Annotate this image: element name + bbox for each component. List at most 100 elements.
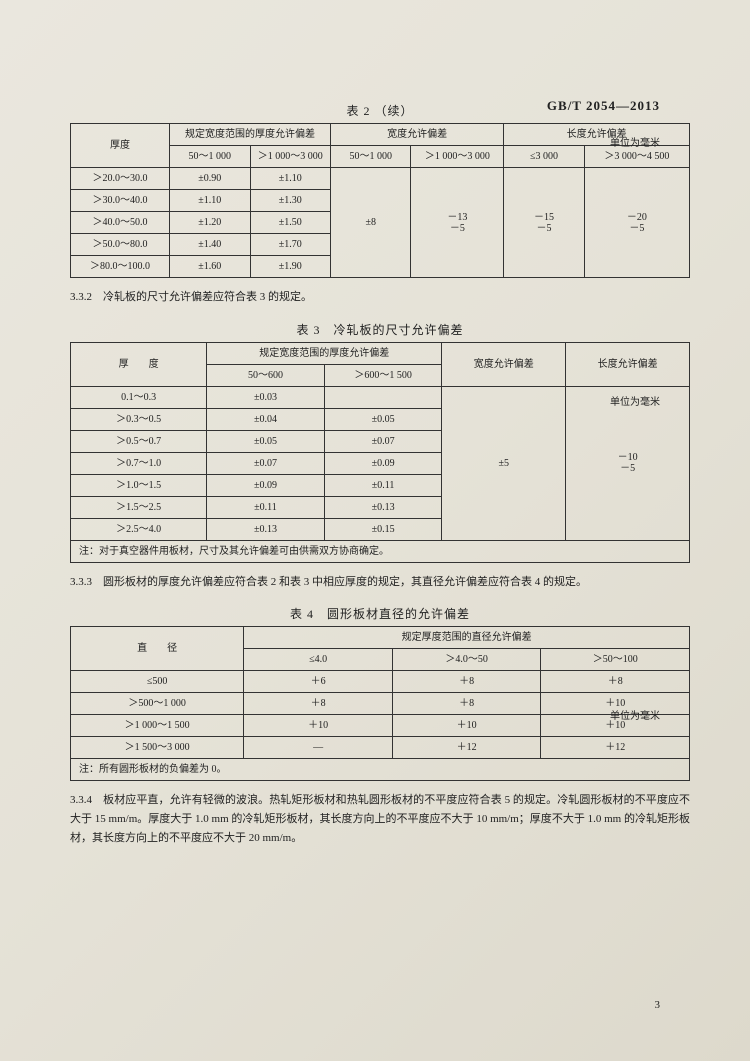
cell: ＋6 bbox=[244, 671, 393, 693]
th-wtol: 宽度允许偏差 bbox=[442, 342, 566, 386]
cell-merged: －20－5 bbox=[584, 168, 689, 278]
unit-label-3: 单位为毫米 bbox=[610, 707, 660, 722]
cell: ＋8 bbox=[392, 671, 541, 693]
cell: 0.1～0.3 bbox=[71, 386, 207, 408]
cell: ＞1.5～2.5 bbox=[71, 496, 207, 518]
table-row: 0.1～0.3 ±0.03 ±5 －10－5 bbox=[71, 386, 690, 408]
cell: ＞40.0～50.0 bbox=[71, 212, 170, 234]
table3-title: 表 3 冷轧板的尺寸允许偏差 bbox=[70, 321, 690, 338]
cell: ＞1.0～1.5 bbox=[71, 474, 207, 496]
cell: ±1.10 bbox=[250, 168, 330, 190]
unit-label-2: 单位为毫米 bbox=[610, 393, 660, 408]
cell: ±0.11 bbox=[324, 474, 442, 496]
table-row: ≤500＋6＋8＋8 bbox=[71, 671, 690, 693]
th-c1: 50～1 000 bbox=[170, 146, 250, 168]
cell: ±0.11 bbox=[207, 496, 325, 518]
cell: ±0.05 bbox=[207, 430, 325, 452]
cell: ＞20.0～30.0 bbox=[71, 168, 170, 190]
cell: ＞500～1 000 bbox=[71, 693, 244, 715]
th-c1: ≤4.0 bbox=[244, 649, 393, 671]
th-ltol: 长度允许偏差 bbox=[566, 342, 690, 386]
cell: ＋8 bbox=[392, 693, 541, 715]
table-row: ＞1 000～1 500＋10＋10＋10 bbox=[71, 715, 690, 737]
table-row: ＞1 500～3 000—＋12＋12 bbox=[71, 737, 690, 759]
th-c3: ＞50～100 bbox=[541, 649, 690, 671]
th-c2: ＞600～1 500 bbox=[324, 364, 442, 386]
cell: ＞50.0～80.0 bbox=[71, 234, 170, 256]
cell-merged: －15－5 bbox=[504, 168, 584, 278]
cell bbox=[324, 386, 442, 408]
th-thickness: 厚 度 bbox=[71, 342, 207, 386]
unit-label-1: 单位为毫米 bbox=[610, 134, 660, 149]
cell: ±1.50 bbox=[250, 212, 330, 234]
cell: ＞0.3～0.5 bbox=[71, 408, 207, 430]
table4: 直 径 规定厚度范围的直径允许偏差 ≤4.0 ＞4.0～50 ＞50～100 ≤… bbox=[70, 626, 690, 781]
cell: ±0.03 bbox=[207, 386, 325, 408]
table3: 厚 度 规定宽度范围的厚度允许偏差 宽度允许偏差 长度允许偏差 50～600 ＞… bbox=[70, 342, 690, 563]
cell: — bbox=[244, 737, 393, 759]
th-ltol: 长度允许偏差 bbox=[504, 124, 690, 146]
th-c2: ＞4.0～50 bbox=[392, 649, 541, 671]
cell-merged: ±5 bbox=[442, 386, 566, 540]
cell: ±0.05 bbox=[324, 408, 442, 430]
para-334: 3.3.4 板材应平直，允许有轻微的波浪。热轧矩形板材和热轧圆形板材的不平度应符… bbox=[70, 791, 690, 847]
cell: ±0.90 bbox=[170, 168, 250, 190]
cell: ＞30.0～40.0 bbox=[71, 190, 170, 212]
th-c3: 50～1 000 bbox=[330, 146, 410, 168]
cell: ＞1 500～3 000 bbox=[71, 737, 244, 759]
cell: ±1.90 bbox=[250, 256, 330, 278]
table4-title: 表 4 圆形板材直径的允许偏差 bbox=[70, 605, 690, 622]
page-number: 3 bbox=[655, 999, 661, 1011]
cell: ＋12 bbox=[392, 737, 541, 759]
th-wtol: 宽度允许偏差 bbox=[330, 124, 503, 146]
cell: ±0.07 bbox=[207, 452, 325, 474]
th-ttol: 规定宽度范围的厚度允许偏差 bbox=[170, 124, 331, 146]
table-note: 注：所有圆形板材的负偏差为 0。 bbox=[71, 759, 690, 781]
note-cell: 注：对于真空器件用板材，尺寸及其允许偏差可由供需双方协商确定。 bbox=[71, 540, 690, 562]
cell: ±0.09 bbox=[207, 474, 325, 496]
th-c2: ＞1 000～3 000 bbox=[250, 146, 330, 168]
cell: ＋12 bbox=[541, 737, 690, 759]
th-c5: ≤3 000 bbox=[504, 146, 584, 168]
cell: ＞80.0～100.0 bbox=[71, 256, 170, 278]
cell: ＋10 bbox=[392, 715, 541, 737]
page: GB/T 2054—2013 表 2 （续） 单位为毫米 厚度 规定宽度范围的厚… bbox=[0, 0, 750, 1061]
table-note: 注：对于真空器件用板材，尺寸及其允许偏差可由供需双方协商确定。 bbox=[71, 540, 690, 562]
cell: ±1.10 bbox=[170, 190, 250, 212]
note-cell: 注：所有圆形板材的负偏差为 0。 bbox=[71, 759, 690, 781]
standard-number: GB/T 2054—2013 bbox=[547, 98, 660, 114]
th-ttol: 规定宽度范围的厚度允许偏差 bbox=[207, 342, 442, 364]
cell-merged: －10－5 bbox=[566, 386, 690, 540]
cell: ±1.20 bbox=[170, 212, 250, 234]
cell: ±1.60 bbox=[170, 256, 250, 278]
table2: 厚度 规定宽度范围的厚度允许偏差 宽度允许偏差 长度允许偏差 50～1 000 … bbox=[70, 123, 690, 278]
th-thickness: 厚度 bbox=[71, 124, 170, 168]
table-row: ＞20.0～30.0 ±0.90 ±1.10 ±8 －13－5 －15－5 －2… bbox=[71, 168, 690, 190]
cell: ＋8 bbox=[244, 693, 393, 715]
cell: ±0.07 bbox=[324, 430, 442, 452]
cell: ＞2.5～4.0 bbox=[71, 518, 207, 540]
cell: ＞0.5～0.7 bbox=[71, 430, 207, 452]
cell: ±1.70 bbox=[250, 234, 330, 256]
cell: ±0.09 bbox=[324, 452, 442, 474]
th-c1: 50～600 bbox=[207, 364, 325, 386]
cell: ±0.13 bbox=[207, 518, 325, 540]
para-332: 3.3.2 冷轧板的尺寸允许偏差应符合表 3 的规定。 bbox=[70, 288, 690, 307]
cell: ＞1 000～1 500 bbox=[71, 715, 244, 737]
th-c4: ＞1 000～3 000 bbox=[411, 146, 504, 168]
table-row: ＞500～1 000＋8＋8＋10 bbox=[71, 693, 690, 715]
th-diameter: 直 径 bbox=[71, 627, 244, 671]
cell: ＞0.7～1.0 bbox=[71, 452, 207, 474]
cell-merged: ±8 bbox=[330, 168, 410, 278]
cell: ±0.13 bbox=[324, 496, 442, 518]
cell: ≤500 bbox=[71, 671, 244, 693]
cell: ＋8 bbox=[541, 671, 690, 693]
th-dtol: 规定厚度范围的直径允许偏差 bbox=[244, 627, 690, 649]
cell: ±0.15 bbox=[324, 518, 442, 540]
cell: ±1.30 bbox=[250, 190, 330, 212]
cell-merged: －13－5 bbox=[411, 168, 504, 278]
cell: ＋10 bbox=[244, 715, 393, 737]
para-333: 3.3.3 圆形板材的厚度允许偏差应符合表 2 和表 3 中相应厚度的规定，其直… bbox=[70, 573, 690, 592]
cell: ±0.04 bbox=[207, 408, 325, 430]
cell: ±1.40 bbox=[170, 234, 250, 256]
